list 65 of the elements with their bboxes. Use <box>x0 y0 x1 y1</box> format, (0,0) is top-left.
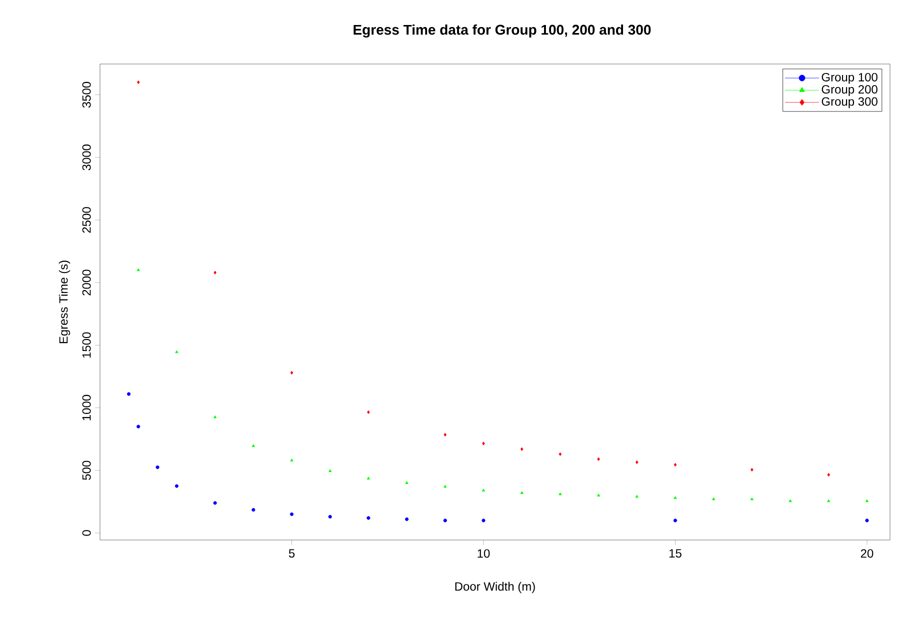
point <box>290 370 294 375</box>
point <box>788 499 792 502</box>
point <box>214 270 216 274</box>
point <box>482 518 486 522</box>
point <box>443 518 447 522</box>
point <box>444 484 447 488</box>
y-tick-label: 0 <box>82 530 91 536</box>
chart-title: Egress Time data for Group 100, 200 and 300 <box>354 24 651 38</box>
point <box>482 488 486 492</box>
point <box>175 350 178 354</box>
point <box>673 518 678 522</box>
point <box>558 492 562 496</box>
point <box>827 499 830 502</box>
y-tick-label: 2500 <box>82 207 91 233</box>
point <box>596 494 600 496</box>
x-tick-label: 10 <box>478 549 490 558</box>
legend-label: Group 200 <box>822 85 878 96</box>
x-axis-title: Door Width (m) <box>455 582 535 594</box>
x-tick-label: 5 <box>288 549 295 558</box>
point <box>750 468 754 472</box>
point <box>290 458 294 462</box>
point <box>674 462 677 467</box>
point <box>126 392 131 396</box>
point <box>156 465 160 470</box>
y-tick-label: 500 <box>82 460 91 480</box>
point <box>635 494 638 498</box>
point <box>865 499 869 502</box>
point <box>405 481 408 484</box>
point <box>174 484 178 488</box>
point <box>136 268 140 272</box>
point <box>520 491 524 494</box>
point <box>252 508 256 512</box>
x-tick-label: 20 <box>860 549 874 558</box>
point <box>750 497 754 500</box>
point <box>558 452 562 456</box>
point <box>252 444 255 447</box>
legend-label: Group 300 <box>822 97 878 108</box>
legend-label: Group 100 <box>822 72 878 84</box>
point <box>482 442 485 446</box>
point <box>367 410 370 414</box>
point <box>674 496 677 499</box>
point <box>213 501 217 505</box>
point <box>405 517 409 522</box>
point <box>290 512 294 516</box>
point <box>136 80 140 84</box>
point <box>827 472 830 477</box>
y-tick-label: 1000 <box>82 394 91 420</box>
y-tick-label: 1500 <box>82 332 91 358</box>
x-tick-label: 15 <box>670 549 682 558</box>
y-tick-label: 3000 <box>82 144 91 170</box>
point <box>636 460 638 464</box>
point <box>444 432 447 437</box>
point <box>328 469 332 472</box>
y-tick-label: 2000 <box>82 270 91 296</box>
point <box>366 476 370 480</box>
point <box>597 457 600 461</box>
point <box>136 424 140 428</box>
point <box>328 514 332 519</box>
point <box>865 518 869 522</box>
point <box>712 497 716 500</box>
point <box>213 415 217 418</box>
y-axis-title: Egress Time (s) <box>58 260 70 344</box>
y-tick-label: 3500 <box>82 82 91 108</box>
point <box>366 516 370 520</box>
point <box>520 447 524 451</box>
